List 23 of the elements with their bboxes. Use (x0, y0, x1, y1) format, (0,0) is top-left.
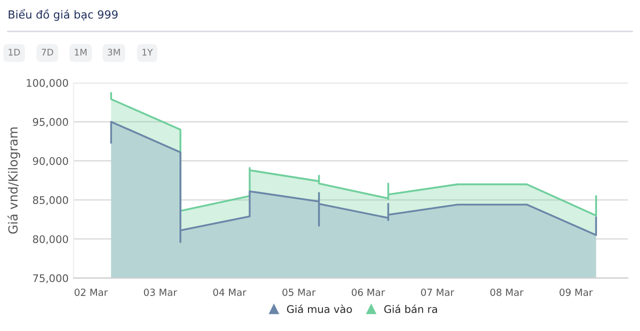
legend-label: Giá bán ra (384, 304, 437, 314)
y-tick-label: 100,000 (26, 78, 68, 88)
x-tick-label: 08 Mar (490, 288, 524, 296)
legend-label: Giá mua vào (287, 304, 352, 314)
x-tick-label: 07 Mar (421, 288, 454, 296)
x-tick-label: 03 Mar (144, 288, 178, 296)
x-tick-label: 09 Mar (560, 288, 593, 296)
text: 3M (108, 48, 120, 56)
text: 1D (8, 48, 20, 56)
y-tick-label: 95,000 (32, 118, 68, 127)
text: 1M (74, 48, 87, 56)
y-tick-label: 85,000 (32, 196, 68, 206)
chart-title: Biểu đồ giá bạc 999 (8, 8, 118, 21)
y-tick-label: 90,000 (32, 157, 68, 166)
y-axis-title: Giá vnd/Kilogram (8, 127, 20, 234)
x-tick-label: 04 Mar (213, 288, 246, 296)
x-tick-label: 02 Mar (74, 288, 108, 296)
text: 7D (42, 48, 54, 56)
y-tick-label: 80,000 (32, 235, 68, 244)
x-tick-label: 06 Mar (352, 288, 385, 296)
x-tick-label: 05 Mar (282, 288, 316, 296)
text: 1Y (142, 48, 153, 56)
y-tick-label: 75,000 (33, 274, 68, 284)
